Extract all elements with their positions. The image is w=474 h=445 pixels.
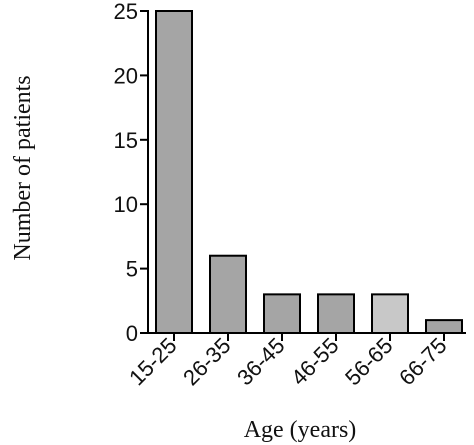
y-tick-label: 0: [126, 321, 138, 346]
y-tick-label: 5: [126, 257, 138, 282]
x-tick-label: 56-65: [340, 333, 397, 390]
y-tick-label: 25: [114, 0, 138, 24]
x-axis-title: Age (years): [244, 417, 357, 443]
x-tick-label: 46-55: [286, 333, 343, 390]
bar-56-65: [371, 293, 409, 334]
y-tick-label: 10: [114, 192, 138, 217]
bar-66-75: [425, 319, 463, 334]
x-tick-label: 66-75: [394, 333, 451, 390]
y-axis-title: Number of patients: [10, 75, 36, 260]
bar-15-25: [155, 10, 193, 334]
bar-36-45: [263, 293, 301, 334]
y-tick-label: 15: [114, 128, 138, 153]
x-tick-label: 36-45: [232, 333, 289, 390]
y-tick-label: 20: [114, 63, 138, 88]
bar-46-55: [317, 293, 355, 334]
bar-26-35: [209, 254, 247, 334]
x-tick-label: 26-35: [178, 333, 235, 390]
